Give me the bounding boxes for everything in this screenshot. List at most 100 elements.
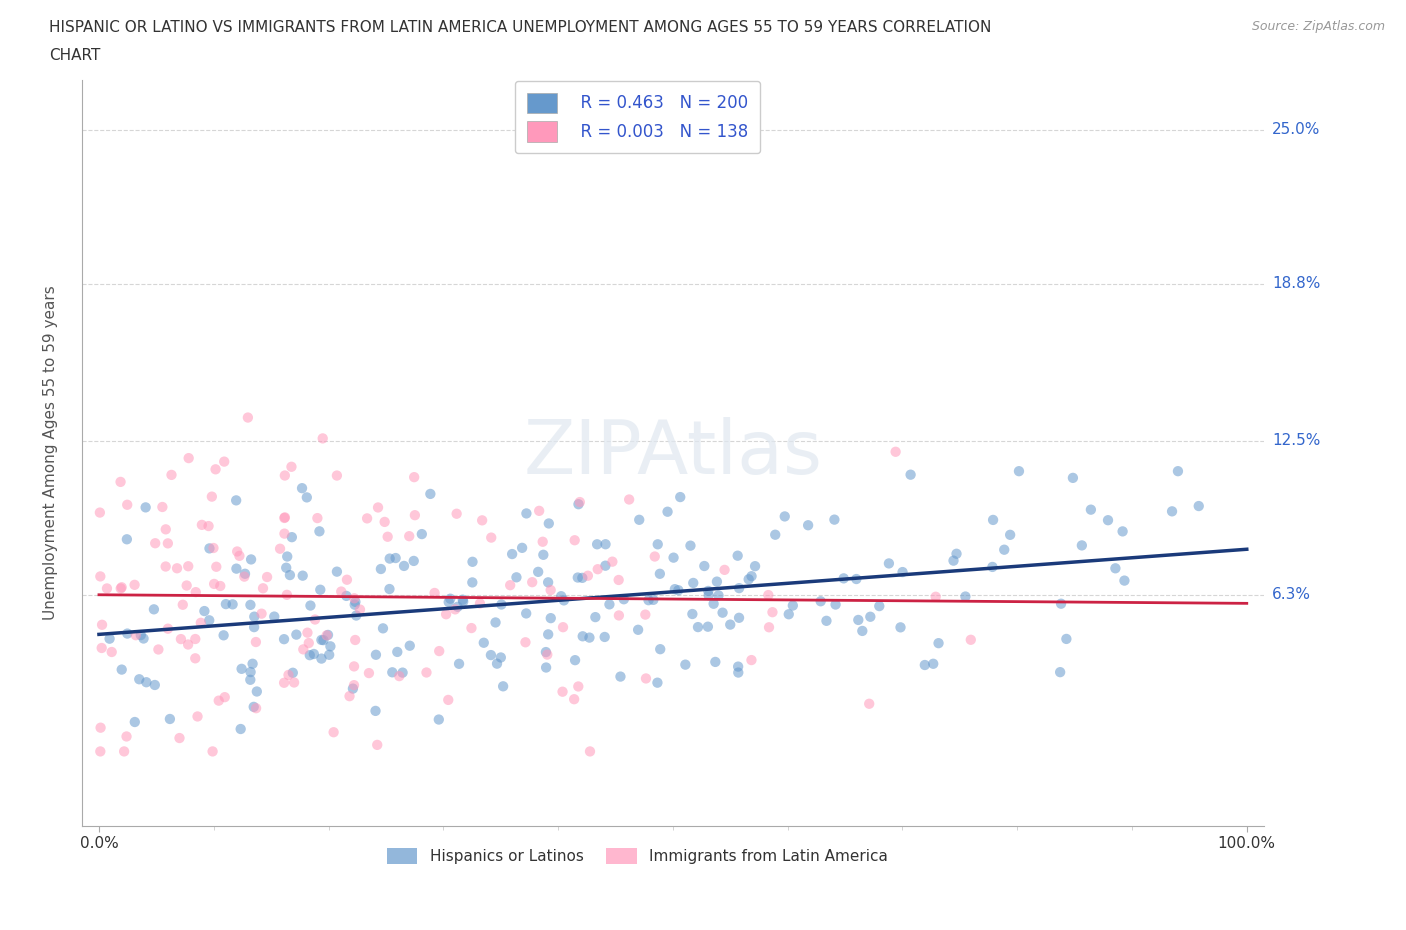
Point: [460, 620, 482, 635]
Point: [444, 602, 467, 617]
Point: [1008, 464, 1031, 479]
Point: [810, 594, 832, 609]
Point: [711, 605, 734, 620]
Point: [479, 647, 502, 662]
Point: [316, 628, 339, 643]
Point: [637, 592, 659, 607]
Point: [697, 583, 720, 598]
Point: [381, 665, 404, 680]
Point: [1062, 471, 1084, 485]
Point: [231, 661, 253, 676]
Point: [229, 722, 252, 737]
Point: [707, 588, 730, 603]
Point: [602, 554, 624, 569]
Point: [568, 495, 591, 510]
Point: [110, 581, 132, 596]
Point: [955, 589, 977, 604]
Point: [567, 497, 589, 512]
Point: [304, 612, 326, 627]
Point: [364, 647, 387, 662]
Point: [298, 647, 321, 662]
Point: [564, 653, 586, 668]
Point: [132, 631, 155, 646]
Point: [273, 526, 295, 541]
Point: [221, 597, 243, 612]
Point: [446, 506, 468, 521]
Point: [510, 540, 533, 555]
Point: [579, 744, 602, 759]
Text: HISPANIC OR LATINO VS IMMIGRANTS FROM LATIN AMERICA UNEMPLOYMENT AMONG AGES 55 T: HISPANIC OR LATINO VS IMMIGRANTS FROM LA…: [49, 20, 991, 35]
Point: [308, 524, 330, 538]
Point: [242, 657, 264, 671]
Point: [226, 544, 249, 559]
Point: [197, 519, 219, 534]
Point: [993, 542, 1015, 557]
Point: [89, 505, 111, 520]
Point: [797, 518, 820, 533]
Point: [522, 575, 544, 590]
Point: [281, 530, 304, 545]
Point: [832, 571, 855, 586]
Point: [357, 666, 380, 681]
Point: [447, 657, 470, 671]
Point: [398, 529, 420, 544]
Point: [485, 657, 508, 671]
Point: [627, 622, 650, 637]
Point: [981, 560, 1004, 575]
Point: [925, 590, 948, 604]
Point: [184, 631, 207, 646]
Point: [415, 665, 437, 680]
Point: [499, 578, 522, 592]
Point: [1054, 631, 1077, 646]
Point: [595, 537, 617, 551]
Point: [378, 551, 401, 566]
Point: [492, 679, 515, 694]
Point: [239, 672, 262, 687]
Point: [302, 646, 325, 661]
Point: [205, 559, 228, 574]
Point: [673, 658, 696, 672]
Point: [193, 604, 215, 618]
Point: [657, 504, 679, 519]
Point: [344, 632, 367, 647]
Point: [586, 562, 609, 577]
Point: [501, 547, 523, 562]
Point: [256, 569, 278, 584]
Point: [312, 632, 335, 647]
Point: [576, 568, 599, 583]
Point: [718, 618, 741, 632]
Point: [233, 569, 256, 584]
Point: [823, 512, 845, 527]
Point: [89, 744, 111, 759]
Point: [124, 714, 146, 729]
Point: [285, 627, 308, 642]
Point: [384, 551, 406, 565]
Point: [278, 567, 301, 582]
Point: [479, 530, 502, 545]
Point: [155, 522, 177, 537]
Point: [298, 635, 321, 650]
Point: [291, 568, 314, 583]
Point: [515, 506, 537, 521]
Point: [245, 634, 267, 649]
Point: [451, 594, 474, 609]
Point: [534, 660, 557, 675]
Point: [283, 675, 305, 690]
Point: [439, 591, 461, 606]
Point: [371, 621, 394, 636]
Point: [491, 597, 513, 612]
Point: [553, 593, 575, 608]
Point: [534, 644, 557, 659]
Point: [527, 565, 550, 579]
Point: [763, 527, 786, 542]
Point: [98, 631, 121, 646]
Point: [242, 699, 264, 714]
Y-axis label: Unemployment Among Ages 55 to 59 years: Unemployment Among Ages 55 to 59 years: [44, 286, 58, 620]
Point: [343, 659, 366, 674]
Point: [868, 599, 890, 614]
Point: [595, 558, 617, 573]
Point: [191, 517, 214, 532]
Point: [540, 611, 562, 626]
Point: [150, 499, 173, 514]
Point: [274, 468, 297, 483]
